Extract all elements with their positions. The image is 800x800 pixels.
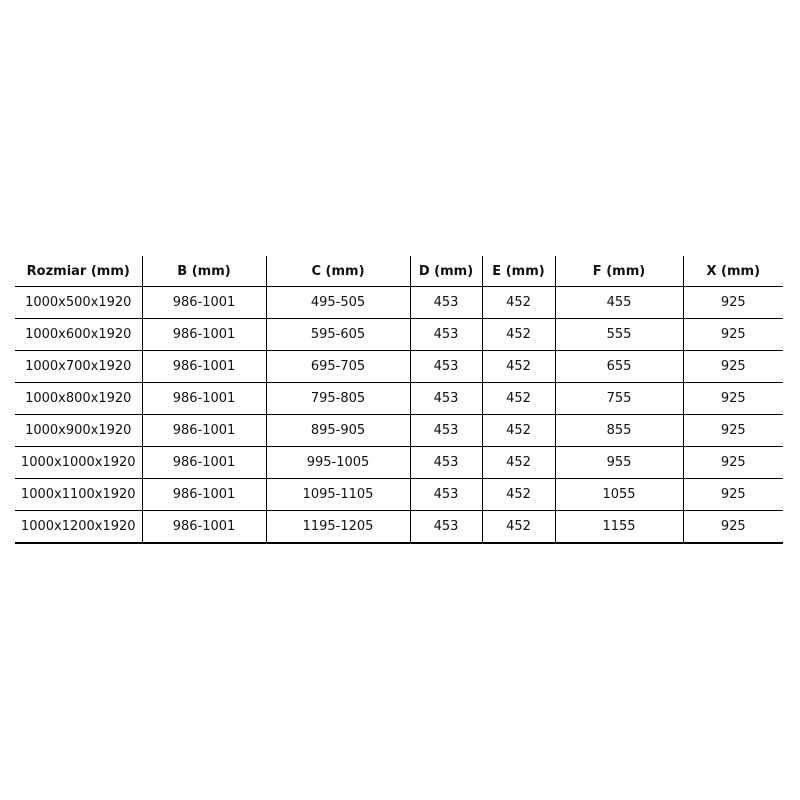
table-cell: 455 bbox=[554, 286, 683, 319]
column-header: F (mm) bbox=[554, 256, 683, 287]
header-row: Rozmiar (mm) B (mm) C (mm) D (mm) E (mm) F (m… bbox=[15, 256, 783, 287]
table-cell: 855 bbox=[554, 414, 683, 447]
table-cell: 955 bbox=[554, 446, 683, 479]
table-cell: 1000x1000x1920 bbox=[15, 446, 142, 479]
table-cell: 986-1001 bbox=[141, 286, 266, 319]
table-cell: 895-905 bbox=[265, 414, 410, 447]
table-cell: 453 bbox=[409, 318, 482, 351]
table-cell: 1155 bbox=[554, 510, 683, 544]
table-cell: 1000x700x1920 bbox=[15, 350, 142, 383]
table-cell: 755 bbox=[554, 382, 683, 415]
table-cell: 452 bbox=[481, 510, 555, 544]
table-cell: 1095-1105 bbox=[265, 478, 410, 511]
table-cell: 1000x500x1920 bbox=[15, 286, 142, 319]
table-cell: 1000x1200x1920 bbox=[15, 510, 142, 544]
table-cell: 655 bbox=[554, 350, 683, 383]
table-row: 1000x600x1920 986-1001 595-605 453 452 555 925 bbox=[15, 318, 783, 351]
table-row: 1000x700x1920 986-1001 695-705 453 452 655 925 bbox=[15, 350, 783, 383]
table-cell: 925 bbox=[682, 414, 783, 447]
table-cell: 452 bbox=[481, 350, 555, 383]
table-cell: 453 bbox=[409, 478, 482, 511]
table-cell: 986-1001 bbox=[141, 478, 266, 511]
table-cell: 1000x1100x1920 bbox=[15, 478, 142, 511]
table-cell: 555 bbox=[554, 318, 683, 351]
table-cell: 1055 bbox=[554, 478, 683, 511]
table-row: 1000x800x1920 986-1001 795-805 453 452 755 925 bbox=[15, 382, 783, 415]
table-row: 1000x1100x1920 986-1001 1095-1105 453 452 105… bbox=[15, 478, 783, 511]
dimensions-table: Rozmiar (mm) B (mm) C (mm) D (mm) E (mm) F (m… bbox=[15, 256, 783, 544]
table-cell: 1195-1205 bbox=[265, 510, 410, 544]
table-cell: 925 bbox=[682, 318, 783, 351]
table-cell: 795-805 bbox=[265, 382, 410, 415]
column-header: Rozmiar (mm) bbox=[15, 256, 142, 287]
table-row: 1000x1000x1920 986-1001 995-1005 453 452 955 9… bbox=[15, 446, 783, 479]
table-cell: 452 bbox=[481, 286, 555, 319]
table-cell: 986-1001 bbox=[141, 318, 266, 351]
table-row: 1000x1200x1920 986-1001 1195-1205 453 452 115… bbox=[15, 510, 783, 544]
column-header: C (mm) bbox=[265, 256, 410, 287]
table-cell: 986-1001 bbox=[141, 446, 266, 479]
table-cell: 452 bbox=[481, 382, 555, 415]
table-cell: 595-605 bbox=[265, 318, 410, 351]
column-header: B (mm) bbox=[141, 256, 266, 287]
table-cell: 452 bbox=[481, 446, 555, 479]
table-cell: 495-505 bbox=[265, 286, 410, 319]
table-cell: 925 bbox=[682, 350, 783, 383]
table-cell: 1000x600x1920 bbox=[15, 318, 142, 351]
table-cell: 453 bbox=[409, 446, 482, 479]
column-header: E (mm) bbox=[481, 256, 555, 287]
table-cell: 1000x900x1920 bbox=[15, 414, 142, 447]
table-cell: 986-1001 bbox=[141, 414, 266, 447]
table-cell: 925 bbox=[682, 478, 783, 511]
column-header: X (mm) bbox=[682, 256, 783, 287]
table-cell: 986-1001 bbox=[141, 510, 266, 544]
table-cell: 925 bbox=[682, 382, 783, 415]
table-cell: 453 bbox=[409, 382, 482, 415]
table-row: 1000x500x1920 986-1001 495-505 453 452 455 925 bbox=[15, 286, 783, 319]
table-cell: 453 bbox=[409, 350, 482, 383]
table-row: 1000x900x1920 986-1001 895-905 453 452 855 925 bbox=[15, 414, 783, 447]
table-cell: 995-1005 bbox=[265, 446, 410, 479]
table-cell: 453 bbox=[409, 510, 482, 544]
table-cell: 695-705 bbox=[265, 350, 410, 383]
table-cell: 1000x800x1920 bbox=[15, 382, 142, 415]
table-cell: 925 bbox=[682, 510, 783, 544]
table-cell: 925 bbox=[682, 446, 783, 479]
table-cell: 986-1001 bbox=[141, 350, 266, 383]
table-cell: 986-1001 bbox=[141, 382, 266, 415]
table-cell: 452 bbox=[481, 414, 555, 447]
table-cell: 452 bbox=[481, 318, 555, 351]
table-cell: 453 bbox=[409, 286, 482, 319]
column-header: D (mm) bbox=[409, 256, 482, 287]
table-cell: 452 bbox=[481, 478, 555, 511]
table-cell: 925 bbox=[682, 286, 783, 319]
table-cell: 453 bbox=[409, 414, 482, 447]
